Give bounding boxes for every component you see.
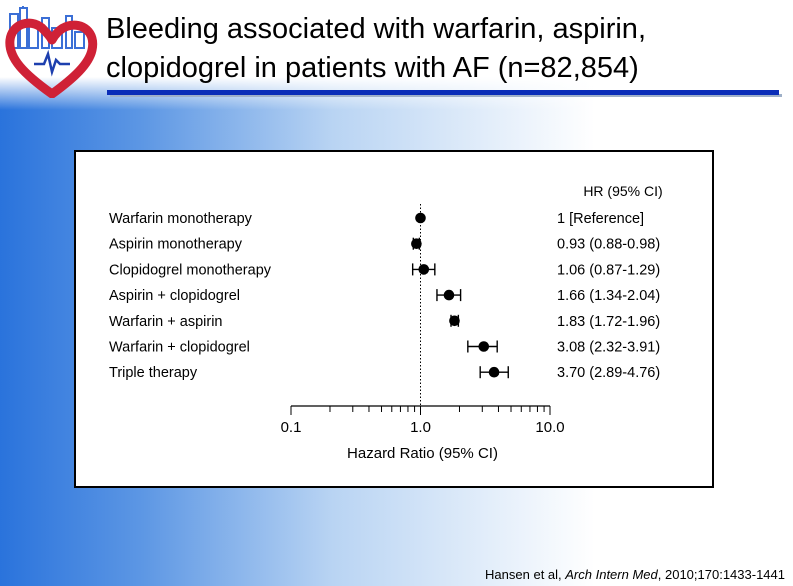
hr-point — [411, 238, 422, 249]
hr-value-label: 3.08 (2.32-3.91) — [557, 340, 660, 356]
hr-point — [488, 366, 500, 378]
hr-column-header: HR (95% CI) — [583, 183, 662, 199]
x-axis-label: Hazard Ratio (95% CI) — [347, 445, 498, 462]
forest-plot: HR (95% CI) 0.1 1.0 10.0 Hazard Ratio (95% C… — [109, 183, 663, 462]
row-label: Warfarin monotherapy — [109, 211, 253, 227]
x-tick-label: 1.0 — [410, 419, 431, 436]
hr-point — [443, 289, 455, 301]
title-line-1: Bleeding associated with warfarin, aspir… — [106, 13, 646, 45]
row-label: Triple therapy — [109, 365, 198, 381]
hr-point — [449, 315, 460, 327]
x-tick-label: 0.1 — [281, 419, 302, 436]
heart-skyline-logo-icon — [5, 6, 98, 98]
x-tick-label: 10.0 — [535, 419, 564, 436]
row-label: Warfarin + clopidogrel — [109, 340, 250, 356]
hr-value-label: 1.66 (1.34-2.04) — [557, 288, 660, 304]
hr-value-label: 1.83 (1.72-1.96) — [557, 314, 660, 330]
hr-value-label: 3.70 (2.89-4.76) — [557, 365, 660, 381]
title-rule-shadow — [110, 94, 782, 97]
hr-value-label: 1 [Reference] — [557, 211, 644, 227]
hr-point — [418, 264, 430, 275]
hr-point — [478, 341, 490, 352]
hr-value-label: 0.93 (0.88-0.98) — [557, 237, 660, 253]
citation-details: , 2010;170:1433-1441 — [657, 567, 785, 582]
row-label: Warfarin + aspirin — [109, 314, 223, 330]
title-line-2: clopidogrel in patients with AF (n=82,85… — [106, 52, 639, 84]
citation-journal: Arch Intern Med — [565, 567, 658, 582]
citation: Hansen et al, Arch Intern Med, 2010;170:… — [485, 567, 785, 582]
slide-title: Bleeding associated with warfarin, aspir… — [106, 10, 786, 88]
title-rule — [107, 90, 779, 95]
citation-authors: Hansen et al, — [485, 567, 566, 582]
row-label: Aspirin monotherapy — [109, 237, 243, 253]
hr-value-label: 1.06 (0.87-1.29) — [557, 262, 660, 278]
forest-plot-panel: HR (95% CI) 0.1 1.0 10.0 Hazard Ratio (95% C… — [74, 150, 714, 488]
row-label: Aspirin + clopidogrel — [109, 288, 240, 304]
hr-point — [415, 212, 426, 224]
row-label: Clopidogrel monotherapy — [109, 262, 272, 278]
